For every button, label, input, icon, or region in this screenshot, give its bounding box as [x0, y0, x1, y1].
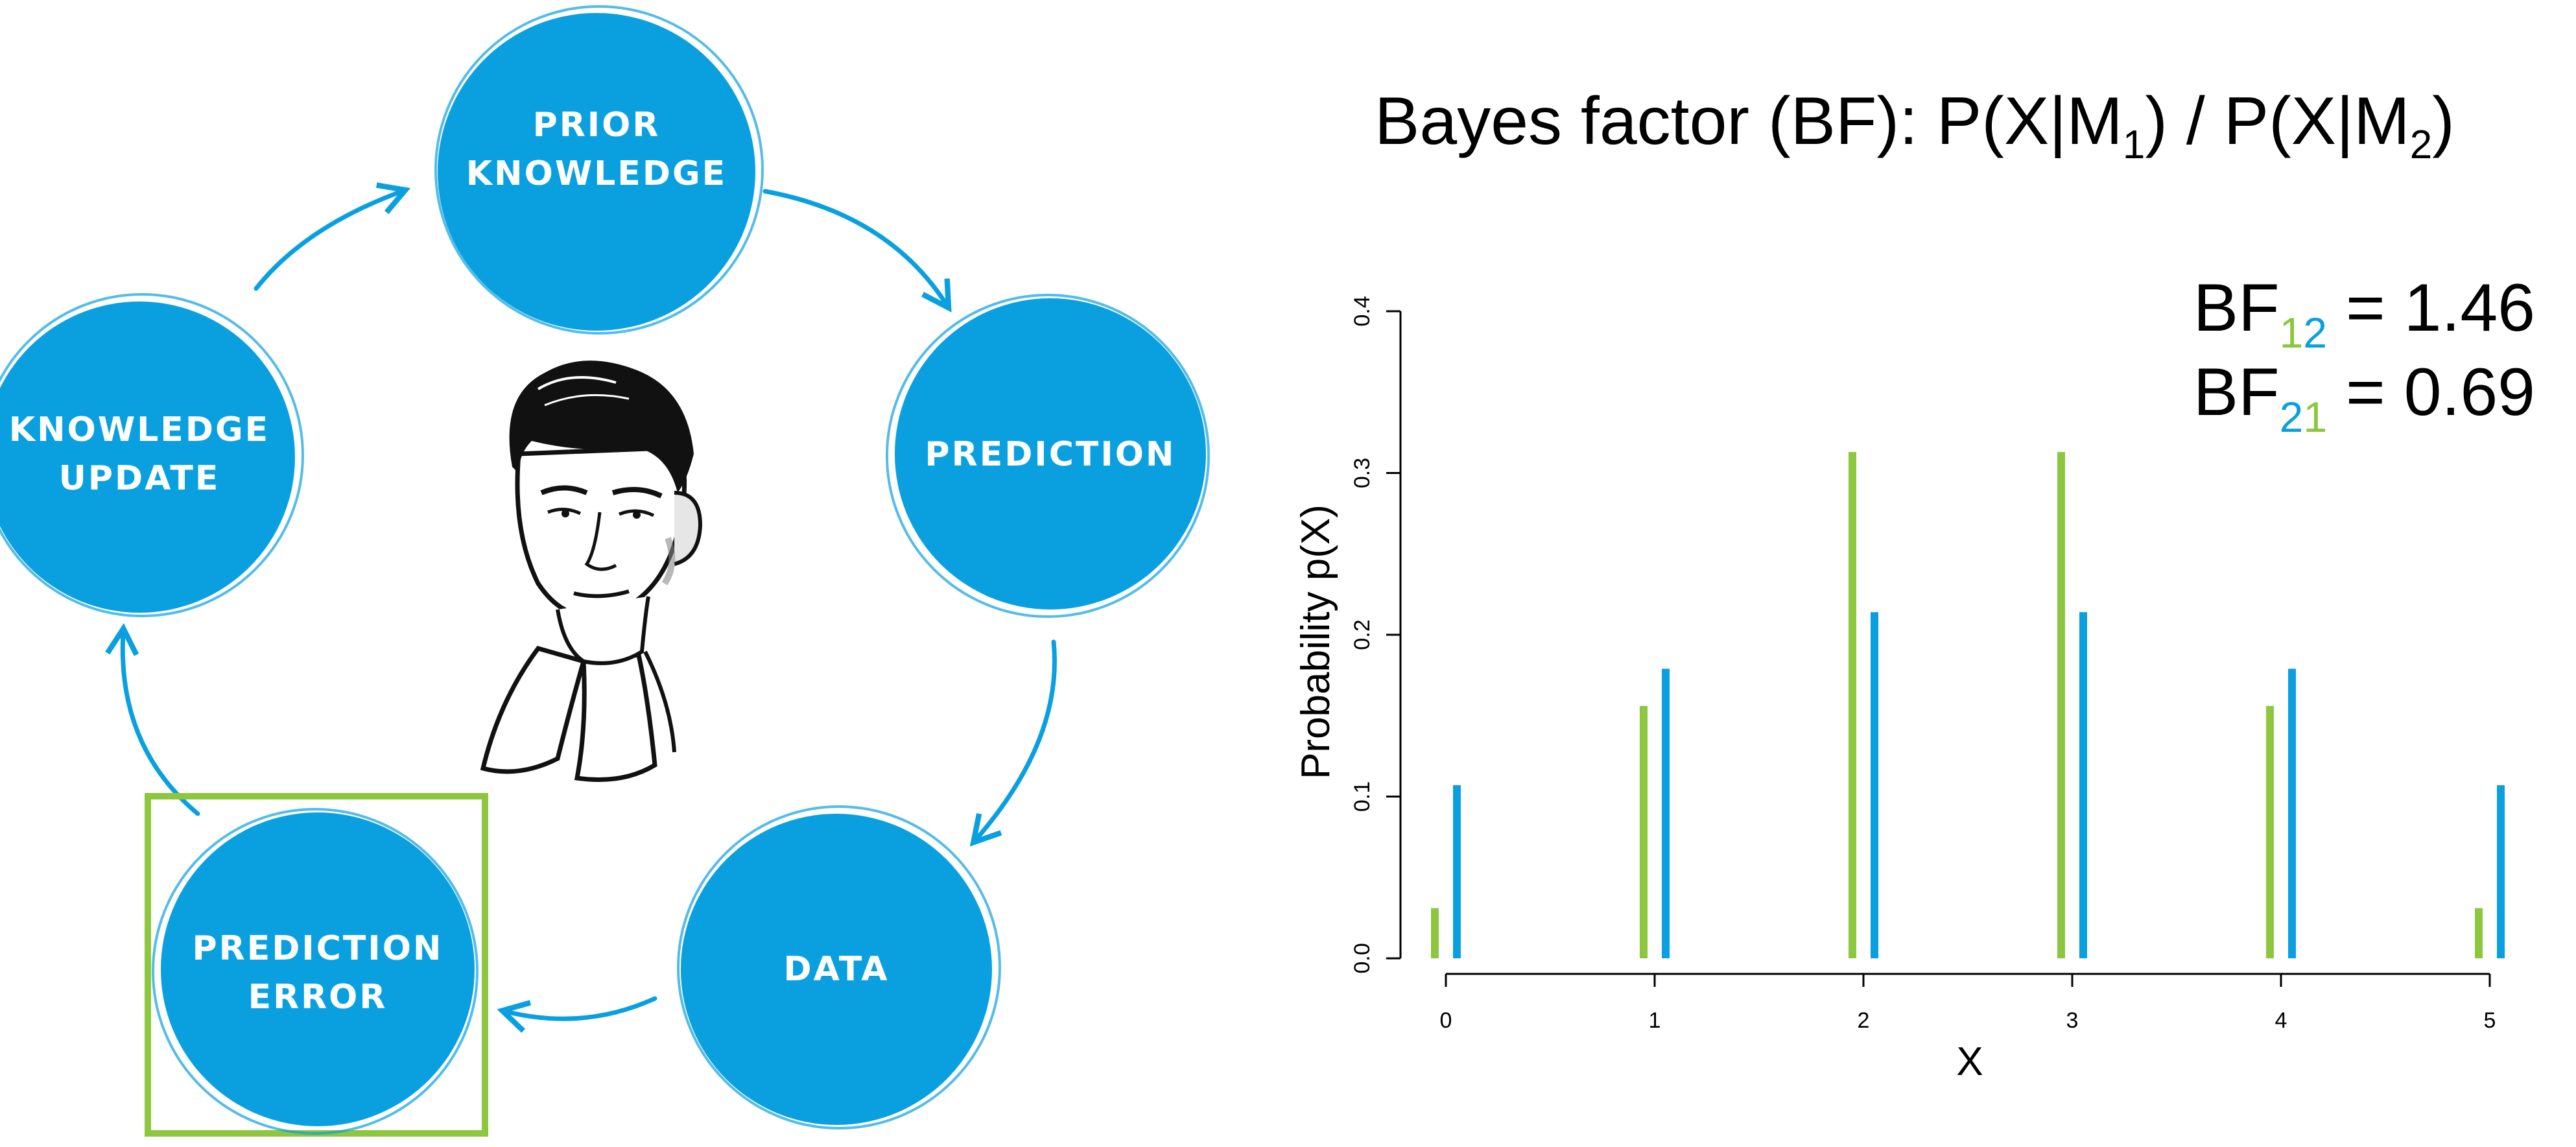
x-tick-label: 0 [1440, 1008, 1452, 1033]
bf12-prefix: BF [2193, 270, 2280, 346]
bf21-value: = 0.69 [2327, 355, 2535, 430]
x-tick-label: 3 [2066, 1008, 2079, 1033]
formula-sub2: 2 [2410, 123, 2432, 167]
x-tick-label: 5 [2484, 1008, 2496, 1033]
arrow-prior-to-prediction [762, 189, 952, 313]
x-ticks: 0 1 2 3 4 5 [1440, 974, 2496, 1033]
node-prediction-error: PREDICTION ERROR [145, 793, 488, 1137]
node-prediction: PREDICTION [886, 294, 1210, 618]
bf21-sub-a: 2 [2280, 393, 2304, 441]
y-axis-label: Probability p(X) [1294, 504, 1338, 779]
bf12-sub-b: 2 [2303, 309, 2327, 357]
bf12-value: = 1.46 [2327, 270, 2535, 346]
y-tick-label: 0.1 [1350, 781, 1375, 812]
y-tick-label: 0.3 [1350, 458, 1375, 488]
node-label-prediction: PREDICTION [925, 435, 1176, 474]
x-tick-label: 1 [1649, 1008, 1661, 1033]
y-tick-label: 0.2 [1350, 619, 1375, 650]
x-axis-label: X [1956, 1039, 1983, 1084]
thomas-bayes-portrait [480, 361, 703, 782]
formula-mid: ) / P(X|M [2145, 84, 2409, 159]
node-label-data: DATA [783, 950, 889, 989]
bayesian-cycle-diagram: PRIOR KNOWLEDGE PREDICTION DATA PREDICTI… [0, 5, 1210, 1137]
formula-end: ) [2432, 84, 2455, 159]
node-label-prior-line2: KNOWLEDGE [466, 154, 727, 193]
bf12-sub-a: 1 [2280, 309, 2304, 357]
formula-sub1: 1 [2123, 123, 2145, 167]
node-prior-knowledge: PRIOR KNOWLEDGE [434, 5, 764, 335]
node-label-prior-line1: PRIOR [533, 106, 661, 145]
arrow-update-to-prior [254, 182, 411, 291]
arrow-prediction-to-data [969, 639, 1057, 847]
bf21-sub-b: 1 [2303, 393, 2327, 441]
y-ticks: 0.0 0.1 0.2 0.3 0.4 [1350, 296, 1400, 974]
bf21-prefix: BF [2193, 355, 2280, 430]
node-knowledge-update: KNOWLEDGE UPDATE [0, 293, 304, 617]
bars [1431, 452, 2505, 958]
bf21-label: BF21 = 0.69 [2193, 355, 2535, 441]
node-data: DATA [677, 805, 1001, 1129]
y-tick-label: 0.4 [1350, 296, 1375, 326]
bf12-label: BF12 = 1.46 [2193, 270, 2535, 357]
arrow-error-to-update [105, 622, 200, 816]
bayes-factor-formula: Bayes factor (BF): P(X|M1) / P(X|M2) [1375, 84, 2455, 167]
x-tick-label: 2 [1858, 1008, 1870, 1033]
y-tick-label: 0.0 [1350, 943, 1375, 973]
formula-main: Bayes factor (BF): P(X|M [1375, 84, 2123, 159]
node-label-error-line1: PREDICTION [193, 929, 443, 968]
arrow-data-to-error [497, 996, 657, 1033]
x-tick-label: 4 [2275, 1008, 2287, 1033]
node-label-update-line2: UPDATE [59, 459, 220, 498]
node-label-error-line2: ERROR [248, 978, 388, 1017]
node-label-update-line1: KNOWLEDGE [9, 410, 270, 449]
